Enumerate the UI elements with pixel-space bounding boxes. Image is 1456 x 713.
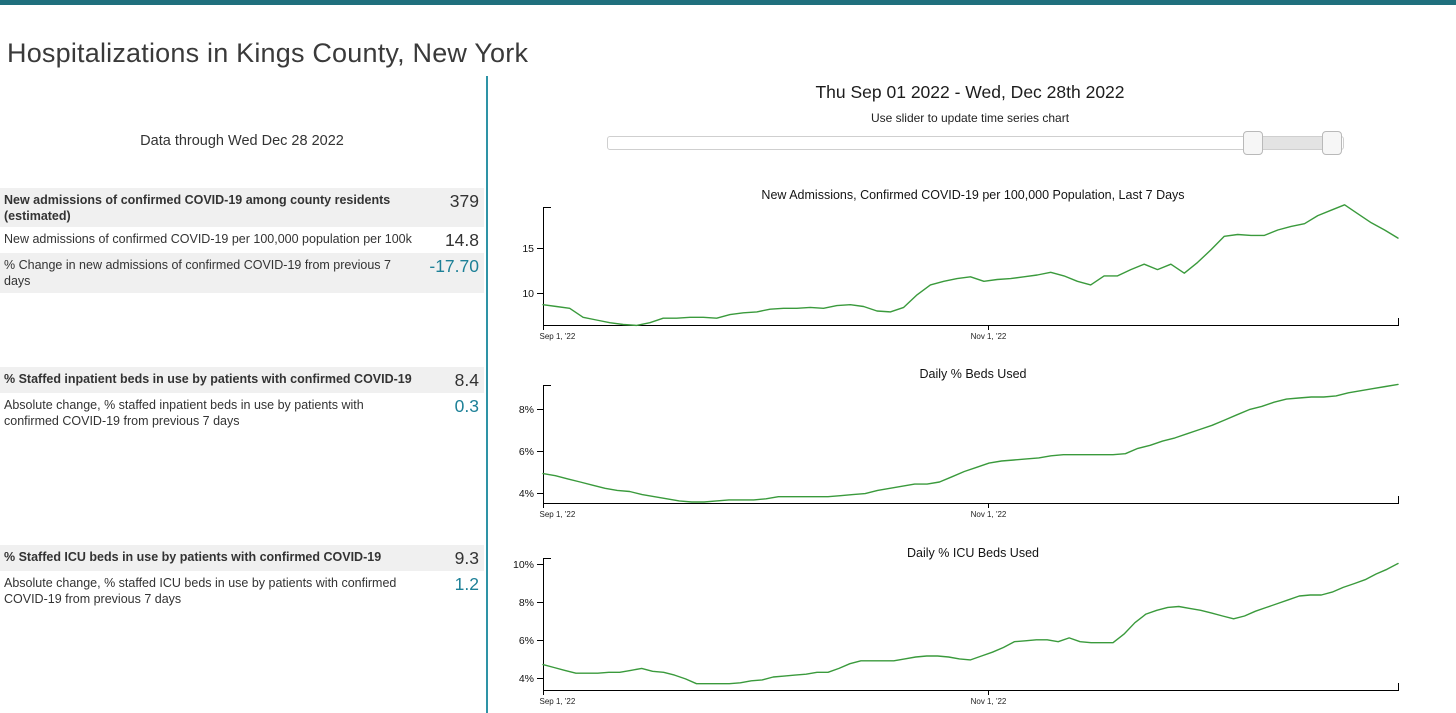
slider-track[interactable] bbox=[607, 136, 1344, 150]
svg-text:Sep 1, '22: Sep 1, '22 bbox=[540, 332, 576, 341]
svg-text:4%: 4% bbox=[519, 673, 534, 685]
chart-title-beds-used: Daily % Beds Used bbox=[919, 367, 1027, 381]
line-chart-icu-beds-used: 4% 6% 8% 10% Sep 1, '22 Nov 1, '22 bbox=[513, 558, 1399, 706]
stat-value: 14.8 bbox=[444, 230, 479, 251]
chart-title-icu-beds-used: Daily % ICU Beds Used bbox=[907, 546, 1039, 560]
stat-label: % Change in new admissions of confirmed … bbox=[4, 258, 391, 288]
stat-label: Absolute change, % staffed inpatient bed… bbox=[4, 398, 364, 428]
stat-value: 8.4 bbox=[454, 370, 479, 390]
stat-label: % Staffed inpatient beds in use by patie… bbox=[4, 372, 412, 386]
stat-row: % Staffed inpatient beds in use by patie… bbox=[0, 367, 484, 394]
svg-text:Sep 1, '22: Sep 1, '22 bbox=[540, 510, 576, 519]
line-chart-beds-used: 4% 6% 8% Sep 1, '22 Nov 1, '22 bbox=[519, 383, 1399, 519]
svg-text:Nov 1, '22: Nov 1, '22 bbox=[971, 510, 1007, 519]
slider-caption: Use slider to update time series chart bbox=[870, 111, 1070, 125]
svg-text:8%: 8% bbox=[519, 404, 534, 416]
svg-text:4%: 4% bbox=[519, 488, 534, 500]
stat-row: New admissions of confirmed COVID-19 per… bbox=[0, 227, 484, 253]
stat-row: New admissions of confirmed COVID-19 amo… bbox=[0, 188, 484, 228]
stat-label: New admissions of confirmed COVID-19 per… bbox=[4, 232, 412, 247]
stat-label: Absolute change, % staffed ICU beds in u… bbox=[4, 576, 397, 606]
chart-title-new-admissions: New Admissions, Confirmed COVID-19 per 1… bbox=[761, 188, 1185, 202]
svg-text:6%: 6% bbox=[519, 635, 534, 647]
stat-value: -17.70 bbox=[429, 256, 479, 277]
stat-row: % Staffed ICU beds in use by patients wi… bbox=[0, 545, 484, 572]
stat-row: Absolute change, % staffed ICU beds in u… bbox=[0, 571, 484, 610]
svg-text:10%: 10% bbox=[513, 559, 534, 571]
svg-text:15: 15 bbox=[522, 243, 534, 255]
svg-text:10: 10 bbox=[522, 288, 534, 300]
slider-handle-right[interactable] bbox=[1322, 131, 1343, 155]
stat-value: 379 bbox=[449, 191, 479, 211]
top-accent-bar bbox=[0, 0, 1456, 5]
svg-text:Nov 1, '22: Nov 1, '22 bbox=[971, 697, 1007, 706]
line-chart-new-admissions: 10 15 Sep 1, '22 Nov 1, '22 bbox=[522, 204, 1399, 341]
data-through-label: Data through Wed Dec 28 2022 bbox=[140, 133, 344, 149]
stat-group-icu-beds: % Staffed ICU beds in use by patients wi… bbox=[0, 545, 484, 610]
stats-panel: Data through Wed Dec 28 2022 New admissi… bbox=[0, 76, 484, 713]
stat-label: % Staffed ICU beds in use by patients wi… bbox=[4, 550, 382, 564]
stat-row: Absolute change, % staffed inpatient bed… bbox=[0, 393, 484, 432]
svg-text:Nov 1, '22: Nov 1, '22 bbox=[971, 332, 1007, 341]
time-range-slider[interactable] bbox=[607, 131, 1344, 155]
page-title: Hospitalizations in Kings County, New Yo… bbox=[7, 38, 529, 69]
stat-value: 0.3 bbox=[454, 396, 479, 417]
stat-label: New admissions of confirmed COVID-19 amo… bbox=[4, 193, 391, 223]
svg-text:Sep 1, '22: Sep 1, '22 bbox=[540, 697, 576, 706]
slider-handle-left[interactable] bbox=[1242, 131, 1263, 155]
stat-value: 1.2 bbox=[454, 574, 479, 595]
stat-group-admissions: New admissions of confirmed COVID-19 amo… bbox=[0, 188, 484, 293]
stat-row: % Change in new admissions of confirmed … bbox=[0, 253, 484, 293]
stat-group-inpatient-beds: % Staffed inpatient beds in use by patie… bbox=[0, 367, 484, 432]
slider-selected-range[interactable] bbox=[1252, 137, 1333, 149]
panel-divider bbox=[486, 76, 488, 713]
svg-text:8%: 8% bbox=[519, 597, 534, 609]
svg-text:6%: 6% bbox=[519, 446, 534, 458]
stat-value: 9.3 bbox=[454, 548, 479, 568]
date-range-title: Thu Sep 01 2022 - Wed, Dec 28th 2022 bbox=[815, 82, 1125, 102]
